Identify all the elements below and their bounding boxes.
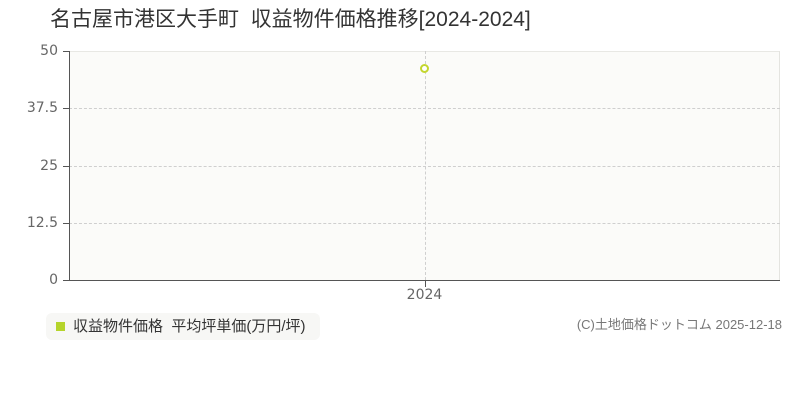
y-tick-label: 25	[40, 157, 58, 174]
y-tick-label: 50	[40, 43, 58, 59]
legend-label: 収益物件価格 平均坪単価(万円/坪)	[73, 318, 306, 335]
legend-swatch-icon	[56, 322, 65, 331]
y-tick-label: 12.5	[26, 214, 58, 231]
y-tick-label: 0	[49, 272, 58, 288]
y-axis-line	[69, 51, 70, 281]
y-tick-mark	[63, 280, 69, 281]
copyright-credit: (C)土地価格ドットコム 2025-12-18	[576, 317, 782, 332]
y-tick-mark	[63, 222, 69, 224]
y-tick-mark	[63, 51, 69, 52]
data-point[interactable]	[420, 64, 429, 74]
gridline-vertical	[424, 51, 426, 280]
y-tick-label: 37.5	[26, 100, 58, 117]
y-tick-mark	[63, 165, 69, 167]
x-tick-label: 2024	[406, 287, 443, 303]
y-tick-mark	[63, 108, 69, 110]
x-tick-mark	[424, 281, 426, 287]
x-axis-line	[69, 280, 780, 281]
chart-title: 名古屋市港区大手町 収益物件価格推移[2024-2024]	[50, 8, 531, 31]
legend[interactable]: 収益物件価格 平均坪単価(万円/坪)	[46, 313, 320, 340]
